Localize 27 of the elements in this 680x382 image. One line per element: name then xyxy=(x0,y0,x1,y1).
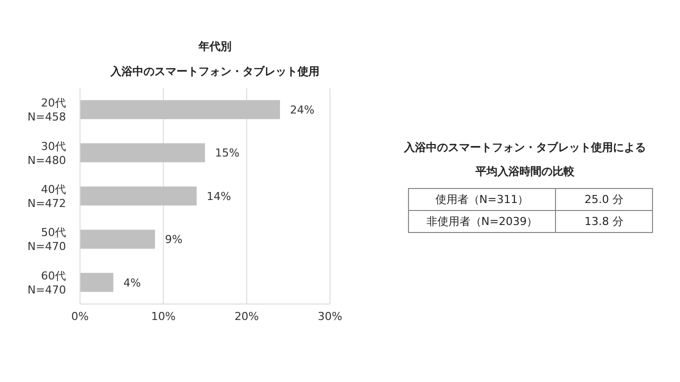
y-tick-label: 60代 N=470 xyxy=(28,269,66,296)
data-label: 14% xyxy=(206,190,232,203)
chart-subtitle: 入浴中のスマートフォン・タブレット使用 xyxy=(110,64,320,80)
bar xyxy=(80,230,155,249)
chart-title: 年代別 xyxy=(197,39,232,55)
text: 25.0 分 xyxy=(584,193,624,206)
bar xyxy=(80,272,114,292)
data-label: 9% xyxy=(165,233,182,246)
bar xyxy=(80,143,205,162)
data-label: 24% xyxy=(290,104,314,116)
x-tick-label: 10% xyxy=(151,310,176,323)
data-label: 4% xyxy=(123,276,141,290)
y-tick-label: 40代 N=472 xyxy=(28,183,66,210)
category-label: 非使用者（N=2039） xyxy=(408,210,556,232)
x-tick-label: 20% xyxy=(234,310,259,323)
x-tick-label: 0% xyxy=(71,310,89,323)
data-label: 15% xyxy=(215,146,240,160)
text: 平均入浴時間の比較 xyxy=(474,164,576,180)
y-tick-label: 30代 N=480 xyxy=(28,140,66,167)
text: 13.8 分 xyxy=(584,215,624,228)
y-tick-label: 50代 N=470 xyxy=(28,226,66,254)
bar xyxy=(80,186,197,206)
text: 入浴中のスマートフォン・タブレット使用による xyxy=(403,140,647,156)
bar xyxy=(80,100,280,120)
y-tick-label: 20代 N=458 xyxy=(28,96,66,124)
x-tick-label: 30% xyxy=(318,310,342,323)
category-label: 使用者（N=311） xyxy=(408,188,556,210)
